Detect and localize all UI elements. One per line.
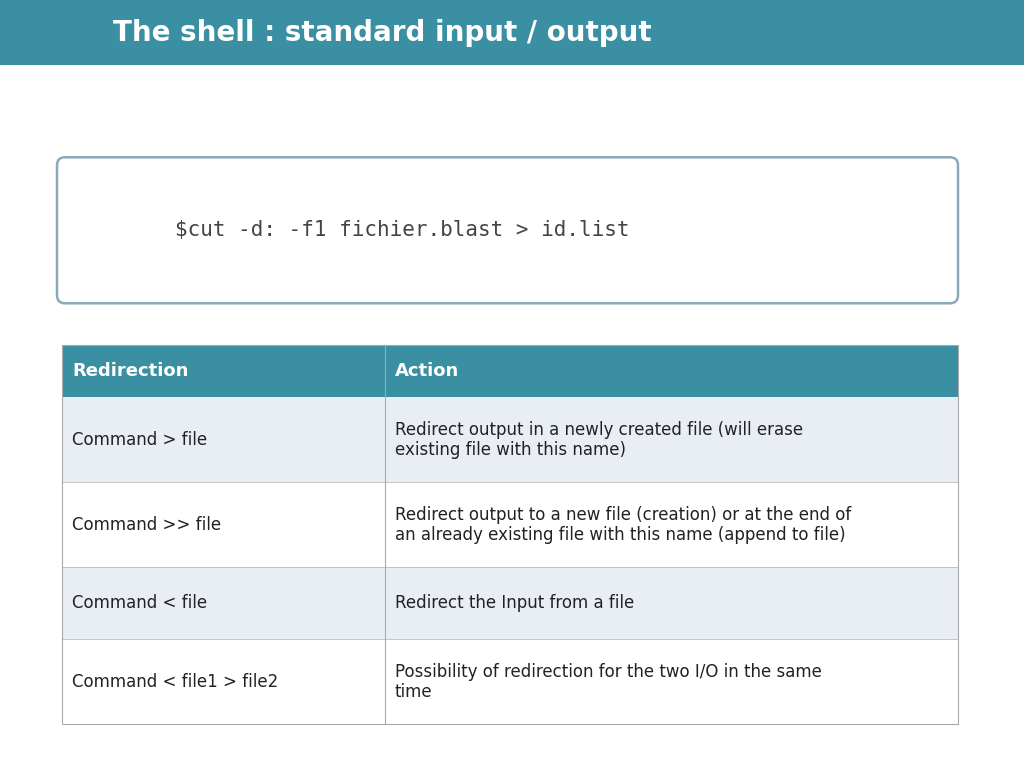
Bar <box>62 639 958 724</box>
Text: Redirect output in a newly created file (will erase: Redirect output in a newly created file … <box>394 421 803 439</box>
Text: time: time <box>394 683 432 700</box>
Text: $cut -d: -f1 fichier.blast > id.list: $cut -d: -f1 fichier.blast > id.list <box>175 220 630 240</box>
Text: Redirection: Redirection <box>72 362 188 380</box>
Text: Possibility of redirection for the two I/O in the same: Possibility of redirection for the two I… <box>394 663 821 681</box>
Text: existing file with this name): existing file with this name) <box>394 441 626 458</box>
Text: Redirect output to a new file (creation) or at the end of: Redirect output to a new file (creation)… <box>394 506 851 524</box>
Bar <box>62 346 958 724</box>
Bar <box>62 397 958 482</box>
FancyBboxPatch shape <box>57 157 958 303</box>
Text: Command >> file: Command >> file <box>72 516 221 534</box>
Bar <box>62 482 958 568</box>
Text: The shell : standard input / output: The shell : standard input / output <box>113 18 651 47</box>
Bar <box>62 346 958 397</box>
Bar <box>62 568 958 639</box>
Text: Command < file1 > file2: Command < file1 > file2 <box>72 673 279 690</box>
Text: Command > file: Command > file <box>72 431 207 449</box>
Text: Redirect the Input from a file: Redirect the Input from a file <box>394 594 634 612</box>
Text: Action: Action <box>394 362 459 380</box>
Text: Command < file: Command < file <box>72 594 207 612</box>
Text: an already existing file with this name (append to file): an already existing file with this name … <box>394 525 845 544</box>
